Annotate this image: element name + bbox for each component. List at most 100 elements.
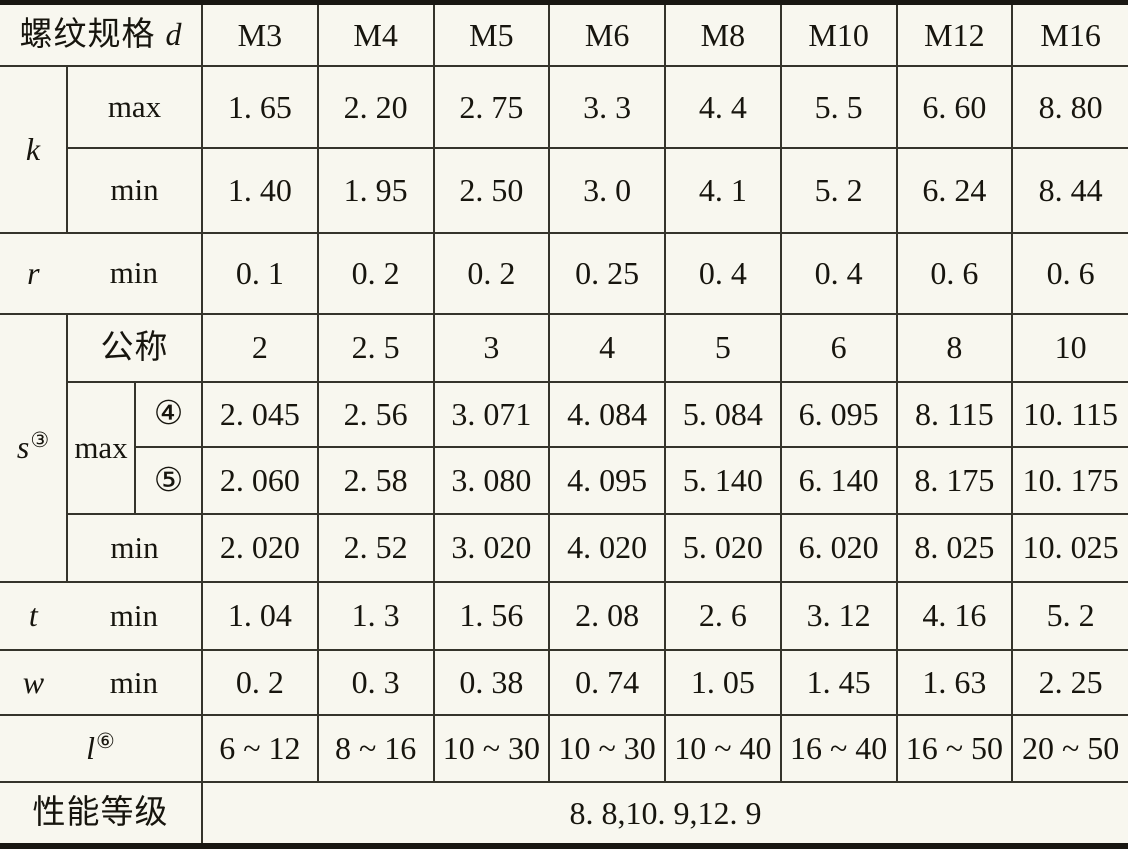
l-footnote-mark: ⑥ [96, 728, 115, 753]
cell-s-nom-m8: 5 [664, 312, 782, 383]
s-mark-4: ④ [133, 380, 204, 449]
t-var: t [28, 597, 38, 634]
cell-s-max4-m8: 5. 084 [664, 380, 782, 449]
row-label-r: r min [0, 231, 204, 315]
cell-k-max-m6: 3. 3 [548, 65, 667, 150]
cell-r-m3: 0. 1 [201, 231, 319, 315]
row-label-l: l⑥ [0, 714, 204, 784]
w-min-label: min [109, 664, 158, 700]
k-min-label: min [67, 147, 204, 234]
row-r-min: r min 0. 1 0. 2 0. 2 0. 25 0. 4 0. 4 0. … [0, 231, 1128, 315]
cell-k-max-m5: 2. 75 [432, 65, 551, 150]
cell-k-min-m10: 5. 2 [779, 147, 898, 234]
cell-t-m16: 5. 2 [1011, 580, 1128, 651]
header-label-cell: 螺纹规格 d [0, 1, 204, 68]
cell-s-max5-m10: 6. 140 [779, 446, 898, 516]
row-label-t: t min [0, 580, 204, 651]
col-header-m6: M6 [548, 1, 667, 68]
cell-t-m10: 3. 12 [779, 580, 898, 651]
cell-s-min-m8: 5. 020 [664, 513, 782, 583]
cell-s-max4-m6: 4. 084 [548, 380, 667, 449]
cell-s-min-m6: 4. 020 [548, 513, 667, 583]
cell-t-m5: 1. 56 [432, 580, 551, 651]
cell-k-max-m4: 2. 20 [316, 65, 435, 150]
t-min-label: min [109, 597, 158, 633]
col-header-m5: M5 [432, 1, 551, 68]
cell-r-m16: 0. 6 [1011, 231, 1128, 315]
cell-s-min-m3: 2. 020 [201, 513, 319, 583]
cell-l-m5: 10 ~ 30 [432, 714, 551, 784]
cell-r-m5: 0. 2 [432, 231, 551, 315]
cell-s-nom-m12: 8 [895, 312, 1014, 383]
cell-s-max4-m4: 2. 56 [316, 380, 435, 449]
cell-s-max5-m6: 4. 095 [548, 446, 667, 516]
cell-s-max5-m12: 8. 175 [895, 446, 1014, 516]
cell-t-m12: 4. 16 [895, 580, 1014, 651]
cell-s-nom-m16: 10 [1011, 312, 1128, 383]
cell-r-m6: 0. 25 [548, 231, 667, 315]
row-label-w: w min [0, 648, 204, 717]
w-var: w [22, 663, 45, 700]
cell-s-min-m5: 3. 020 [432, 513, 551, 583]
k-max-label: max [65, 65, 204, 150]
cell-l-m12: 16 ~ 50 [895, 714, 1014, 784]
cell-s-max5-m3: 2. 060 [201, 446, 319, 516]
cell-t-m4: 1. 3 [316, 580, 435, 651]
cell-s-min-m12: 8. 025 [895, 513, 1014, 583]
col-header-m16: M16 [1011, 1, 1128, 68]
cell-s-max4-m5: 3. 071 [432, 380, 551, 449]
cell-k-min-m3: 1. 40 [201, 147, 319, 234]
cell-l-m16: 20 ~ 50 [1011, 714, 1128, 784]
cell-s-max4-m12: 8. 115 [895, 380, 1014, 449]
cell-w-m3: 0. 2 [201, 648, 319, 717]
cell-s-min-m10: 6. 020 [779, 513, 898, 583]
row-label-k: k [0, 65, 68, 234]
cell-s-min-m16: 10. 025 [1011, 513, 1128, 583]
cell-l-m3: 6 ~ 12 [201, 714, 319, 784]
cell-l-m4: 8 ~ 16 [316, 714, 435, 784]
col-header-m4: M4 [316, 1, 435, 68]
row-s-min: min 2. 020 2. 52 3. 020 4. 020 5. 020 6.… [0, 513, 1128, 583]
cell-l-m10: 16 ~ 40 [779, 714, 898, 784]
col-header-m10: M10 [779, 1, 898, 68]
cell-s-nom-m5: 3 [432, 312, 551, 383]
cell-s-min-m4: 2. 52 [316, 513, 435, 583]
s-mark-5: ⑤ [135, 446, 204, 516]
cell-s-max5-m4: 2. 58 [316, 446, 435, 516]
row-s-nominal: s③ 公称 2 2. 5 3 4 5 6 8 10 [0, 312, 1128, 583]
cell-s-nom-m10: 6 [779, 312, 898, 383]
s-min-label: min [67, 513, 204, 583]
cell-k-max-m8: 4. 4 [664, 65, 782, 150]
row-w-min: w min 0. 2 0. 3 0. 38 0. 74 1. 05 1. 45 … [0, 648, 1128, 717]
cell-k-min-m8: 4. 1 [664, 147, 782, 234]
cell-l-m8: 10 ~ 40 [664, 714, 782, 784]
cell-k-min-m4: 1. 95 [316, 147, 435, 234]
grade-label: 性能等级 [0, 781, 204, 847]
row-k-max: k max 1. 65 2. 20 2. 75 3. 3 4. 4 5. 5 6… [0, 65, 1128, 234]
row-s-max4: max ④ 2. 045 2. 56 3. 071 4. 084 5. 084 … [0, 380, 1128, 516]
row-grade: 性能等级 8. 8,10. 9,12. 9 [0, 781, 1128, 847]
cell-s-nom-m4: 2. 5 [316, 312, 435, 383]
col-header-m8: M8 [664, 1, 782, 68]
cell-k-min-m12: 6. 24 [895, 147, 1014, 234]
row-label-s: s③ [0, 312, 68, 583]
cell-w-m10: 1. 45 [779, 648, 898, 717]
col-header-m3: M3 [201, 1, 319, 68]
row-t-min: t min 1. 04 1. 3 1. 56 2. 08 2. 6 3. 12 … [0, 580, 1128, 651]
s-footnote-mark: ③ [30, 427, 50, 452]
cell-k-min-m6: 3. 0 [548, 147, 667, 234]
cell-r-m4: 0. 2 [316, 231, 435, 315]
cell-w-m5: 0. 38 [432, 648, 551, 717]
s-nominal-label: 公称 [65, 312, 204, 383]
cell-s-max5-m16: 10. 175 [1011, 446, 1128, 516]
row-l: l⑥ 6 ~ 12 8 ~ 16 10 ~ 30 10 ~ 30 10 ~ 40… [0, 714, 1128, 784]
cell-r-m10: 0. 4 [779, 231, 898, 315]
cell-s-max5-m5: 3. 080 [432, 446, 551, 516]
cell-s-max4-m3: 2. 045 [201, 380, 319, 449]
cell-k-min-m5: 2. 50 [432, 147, 551, 234]
cell-w-m16: 2. 25 [1011, 648, 1128, 717]
header-label: 螺纹规格 [19, 16, 156, 53]
r-min-label: min [109, 255, 158, 291]
cell-t-m8: 2. 6 [664, 580, 782, 651]
